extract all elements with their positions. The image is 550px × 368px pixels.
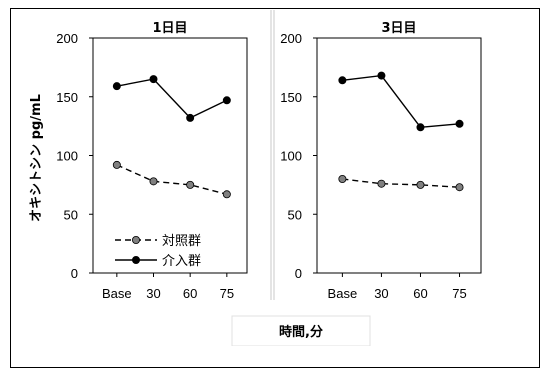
panel-title: 1日目: [152, 21, 187, 36]
x-tick-label: 30: [374, 286, 388, 301]
data-point: [378, 180, 385, 187]
y-axis-title: オキシトシン pg/mL: [29, 94, 44, 222]
x-tick-label: 30: [146, 286, 160, 301]
y-tick-label: 150: [56, 90, 78, 105]
data-point: [378, 72, 385, 79]
x-tick-label: Base: [328, 286, 358, 301]
panel-title: 3日目: [381, 21, 416, 36]
data-point: [150, 178, 157, 185]
x-axis-title: 時間,分: [279, 324, 323, 340]
y-tick-label: 150: [280, 90, 302, 105]
y-tick-label: 100: [280, 149, 302, 164]
x-tick-label: 75: [452, 286, 466, 301]
data-point: [223, 191, 230, 198]
series-line-control: [117, 165, 227, 194]
data-point: [223, 97, 230, 104]
x-tick-label: 60: [413, 286, 427, 301]
y-tick-label: 50: [288, 207, 302, 222]
x-tick-label: Base: [102, 286, 132, 301]
legend-label: 対照群: [162, 234, 201, 249]
y-tick-label: 200: [56, 31, 78, 46]
data-point: [113, 161, 120, 168]
data-point: [187, 181, 194, 188]
x-tick-label: 75: [220, 286, 234, 301]
legend-label: 介入群: [162, 254, 201, 269]
chart-svg: 時間,分 オキシトシン pg/mL 1日目 0 50 100 150 200 Base 30 6…: [0, 0, 550, 346]
legend-marker: [132, 256, 139, 263]
panel-2: 3日目 0 50 100 150 200 Base 30 60 75: [280, 21, 481, 301]
y-tick-label: 0: [295, 266, 302, 281]
data-point: [150, 76, 157, 83]
panel-1: 1日目 0 50 100 150 200 Base 30 60 75: [56, 21, 247, 301]
data-point: [456, 184, 463, 191]
y-tick-label: 50: [64, 207, 78, 222]
x-tick-label: 60: [183, 286, 197, 301]
series-line-intervention: [117, 79, 227, 118]
y-tick-label: 100: [56, 149, 78, 164]
data-point: [417, 124, 424, 131]
series-line-control: [342, 179, 459, 187]
data-point: [339, 175, 346, 182]
data-point: [187, 114, 194, 121]
y-tick-label: 0: [71, 266, 78, 281]
y-tick-label: 200: [280, 31, 302, 46]
data-point: [417, 181, 424, 188]
series-line-intervention: [342, 76, 459, 128]
data-point: [339, 77, 346, 84]
legend-marker: [132, 236, 139, 243]
data-point: [456, 120, 463, 127]
data-point: [113, 83, 120, 90]
plot-area: [317, 38, 481, 273]
